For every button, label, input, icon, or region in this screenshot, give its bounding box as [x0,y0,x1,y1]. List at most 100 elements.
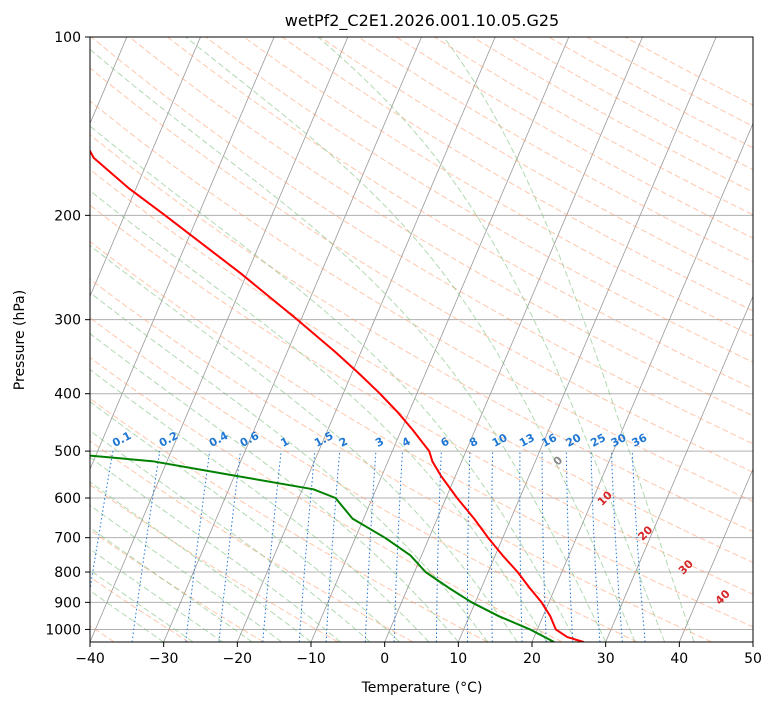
moist-adiabat-line [90,190,548,642]
y-tick-label: 800 [54,565,81,581]
x-axis: −40 −30 −20 −10 0 10 20 30 40 50 [75,642,762,667]
mixing-ratio-label: 0.1 [110,429,133,450]
y-axis: 100 200 300 400 500 600 700 800 900 1000 [45,30,90,638]
x-tick-label: 0 [380,651,389,667]
x-axis-label: Temperature (°C) [361,680,483,696]
temperature-profile-line [90,148,584,642]
dry-adiabat-line [90,529,264,642]
y-axis-label: Pressure (hPa) [12,290,28,390]
moist-adiabat-label: 0 [551,453,566,468]
isotherm-line [90,37,349,642]
mixing-ratio-line [131,451,161,642]
x-tick-label: −20 [223,651,253,667]
dry-adiabat-line [90,576,190,642]
mixing-ratio-label: 30 [609,431,629,450]
isotherm-line [90,37,201,298]
y-tick-label: 1000 [45,622,81,638]
plot-grid [90,37,753,642]
mixing-ratio-line [519,451,523,642]
mixing-ratio-label: 16 [539,431,559,450]
mixing-ratio-label: 20 [564,431,584,450]
x-tick-label: −40 [75,651,105,667]
mixing-ratio-label: 0.2 [157,429,180,450]
dry-adiabat-line [90,67,753,473]
mixing-ratio-label: 8 [467,435,480,450]
mixing-ratio-label: 4 [400,435,413,450]
moist-adiabat-line [90,48,607,642]
dry-adiabat-line [243,37,753,337]
moist-adiabat-line [185,37,636,642]
mixing-ratio-line [565,451,574,642]
mixing-ratio-label: 0.6 [238,429,262,450]
mixing-ratio-line [466,451,471,642]
mixing-ratio-label: 36 [630,431,650,450]
mixing-ratio-label: 6 [439,435,452,450]
y-tick-label: 400 [54,387,81,403]
y-tick-label: 100 [54,30,81,46]
dry-adiabat-line [167,37,753,390]
moist-adiabat-line [90,368,430,642]
moist-adiabat-line [90,504,282,642]
dry-adiabat-line [90,356,563,642]
x-tick-label: 10 [449,651,467,667]
mixing-ratio-line [364,451,377,642]
x-tick-label: −10 [296,651,326,667]
dry-adiabat-line [90,397,488,642]
dry-adiabat-line [90,134,753,533]
dry-adiabat-line [90,241,753,628]
moist-adiabat-line [90,244,518,642]
isotherm-line [678,468,753,642]
mixing-ratio-label: 3 [373,435,386,450]
x-tick-label: −30 [149,651,179,667]
x-tick-label: 40 [670,651,688,667]
x-tick-label: 30 [597,651,615,667]
mixing-ratio-line [435,451,442,642]
moist-adiabat-line [90,401,400,642]
dry-adiabat-line [357,37,753,263]
moist-adiabat-line [90,333,459,642]
mixing-ratio-label: 2 [337,435,350,450]
x-tick-label: 20 [523,651,541,667]
moist-adiabat-label: 40 [713,587,733,607]
isotherm-line [384,37,643,642]
mixing-ratio-line [218,451,241,642]
isotherm-line [752,640,753,642]
moist-adiabat-line [90,292,489,642]
dry-adiabat-line [90,317,638,642]
dewpoint-profile-line [90,454,555,642]
mixing-ratio-line [185,451,211,642]
moist-adiabat-line [90,569,194,642]
y-tick-label: 300 [54,313,81,329]
mixing-ratio-label: 13 [517,431,537,450]
mixing-ratio-label: 10 [490,431,510,450]
dry-adiabat-line [129,37,753,417]
plot-series [90,148,584,642]
dry-adiabat-line [90,440,414,642]
mixing-ratio-line [298,451,316,642]
isotherm-line [90,37,275,471]
mixing-ratio-line [90,451,114,593]
isotherm-line [531,122,753,642]
moist-adiabat-line [90,430,371,642]
y-tick-label: 900 [54,595,81,611]
y-tick-label: 700 [54,531,81,547]
chart-title: wetPf2_C2E1.2026.001.10.05.G25 [285,11,559,31]
dry-adiabat-line [90,278,712,642]
dry-adiabat-line [586,37,753,127]
mixing-ratio-label: 25 [588,431,608,450]
moist-adiabat-line [90,590,164,642]
moist-adiabat-line [90,527,253,642]
y-tick-label: 200 [54,208,81,224]
moist-adiabat-line [90,125,577,642]
isotherm-line [457,37,717,642]
moist-adiabat-line [90,548,223,642]
mixing-ratio-line [611,451,623,642]
mixing-ratio-line [631,451,646,642]
moist-adiabat-line [90,481,312,642]
dry-adiabat-line [434,37,753,216]
mixing-ratio-label: 0.4 [207,429,231,450]
isotherm-line [605,295,753,642]
dry-adiabat-line [281,37,753,312]
mixing-ratio-line [262,451,282,642]
